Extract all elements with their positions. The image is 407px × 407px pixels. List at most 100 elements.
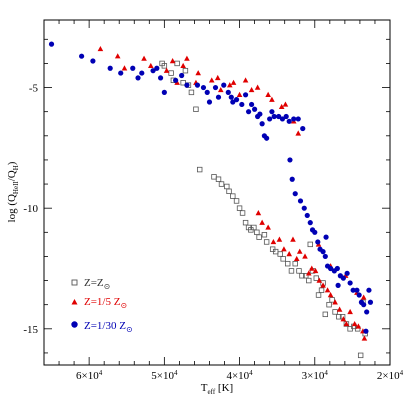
svg-text:Z=1/5 Z⊙: Z=1/5 Z⊙ <box>84 296 127 310</box>
data-point-circle <box>327 265 334 272</box>
data-point-circle <box>354 287 360 293</box>
data-point-circle <box>340 275 346 281</box>
y-axis-title: log (QHeII/QH) <box>6 161 20 222</box>
data-point-square <box>261 232 268 238</box>
data-point-circle <box>233 97 240 103</box>
data-point-circle <box>161 89 167 95</box>
data-point-circle <box>130 65 136 71</box>
data-point-circle <box>350 287 356 293</box>
data-point-triangle <box>163 67 170 73</box>
y-tick-label: -5 <box>29 83 39 95</box>
svg-text:Z=1/30 Z⊙: Z=1/30 Z⊙ <box>84 320 133 334</box>
data-point-square <box>161 63 168 69</box>
svg-text:Z=Z⊙: Z=Z⊙ <box>84 277 110 291</box>
data-point-triangle <box>295 130 302 136</box>
data-point-triangle <box>141 55 147 61</box>
data-point-circle <box>335 282 341 288</box>
data-point-triangle <box>355 323 362 329</box>
data-point-triangle <box>332 299 338 305</box>
open-square-marker <box>71 279 78 286</box>
data-point-circle <box>212 84 219 91</box>
data-point-triangle <box>248 86 255 93</box>
data-point-circle <box>135 75 141 81</box>
data-point-triangle <box>217 86 224 93</box>
data-point-circle <box>225 89 231 95</box>
data-point-circle <box>252 106 258 112</box>
legend-item-one-thirtieth-solar: Z=1/30 Z⊙ <box>71 320 133 334</box>
data-point-square <box>193 106 199 112</box>
data-point-triangle <box>208 77 215 83</box>
legend-item-one-fifth-solar: Z=1/5 Z⊙ <box>71 296 127 310</box>
data-point-square <box>332 309 338 315</box>
x-tick-label: 4×104 <box>226 369 253 382</box>
data-point-square <box>292 260 298 267</box>
data-point-circle <box>118 70 124 76</box>
data-point-triangle <box>195 70 201 76</box>
y-tick-labels: -5 -10 -15 <box>23 83 38 336</box>
data-point-triangle <box>296 248 303 254</box>
x-tick-labels: 6×104 5×104 4×104 3×104 2×104 <box>76 369 404 382</box>
data-point-triangle <box>336 306 343 312</box>
sun-symbol-icon: ⊙ <box>126 325 133 334</box>
data-point-triangle <box>180 62 186 69</box>
x-tick-label: 2×104 <box>377 369 404 382</box>
data-point-circle <box>179 72 185 79</box>
data-point-square <box>215 176 222 182</box>
data-point-square <box>315 292 322 298</box>
legend-label-solar: Z=Z <box>84 277 104 289</box>
data-point-triangle <box>255 210 262 216</box>
data-point-circle <box>322 253 328 260</box>
data-point-triangle <box>351 320 358 327</box>
sun-symbol-icon: ⊙ <box>120 301 127 310</box>
data-point-circle <box>200 84 207 91</box>
data-point-circle <box>269 109 275 115</box>
data-point-square <box>256 234 262 240</box>
series-1 <box>159 60 368 359</box>
data-point-triangle <box>320 282 326 288</box>
data-point-circle <box>283 113 289 120</box>
data-point-triangle <box>293 255 300 262</box>
data-point-square <box>251 224 257 231</box>
data-point-triangle <box>278 103 285 110</box>
data-point-triangle <box>270 238 277 245</box>
data-point-square <box>306 277 312 284</box>
data-point-square <box>307 241 313 248</box>
data-point-square <box>357 352 364 359</box>
data-point-circle <box>361 302 367 308</box>
axis-ticks <box>44 20 391 365</box>
legend-item-solar: Z=Z⊙ <box>71 277 110 291</box>
data-point-triangle <box>361 335 368 341</box>
data-point-triangle <box>121 65 128 71</box>
data-point-square <box>226 188 232 194</box>
data-point-circle <box>245 109 252 115</box>
x-axis-title: Teff [K] <box>201 382 233 396</box>
data-point-circle <box>90 58 96 64</box>
data-point-triangle <box>114 53 121 59</box>
data-point-circle <box>334 265 340 272</box>
data-point-square <box>242 219 249 226</box>
data-point-circle <box>315 239 321 245</box>
series-3 <box>48 41 374 334</box>
y-tick-label: -15 <box>23 324 38 336</box>
data-point-triangle <box>281 246 287 252</box>
data-point-circle <box>295 116 301 122</box>
data-point-triangle <box>308 265 315 271</box>
series-2 <box>97 45 368 341</box>
data-point-circle <box>344 270 350 276</box>
data-point-triangle <box>226 82 233 88</box>
data-point-triangle <box>265 224 271 230</box>
x-tick-label: 3×104 <box>302 369 329 382</box>
data-point-circle <box>367 299 374 305</box>
data-point-triangle <box>230 79 237 85</box>
data-point-triangle <box>242 77 249 83</box>
data-point-square <box>211 174 217 180</box>
data-point-circle <box>264 135 270 141</box>
data-point-triangle <box>324 287 331 293</box>
data-point-triangle <box>312 267 319 274</box>
x-tick-label: 6×104 <box>76 369 103 382</box>
data-point-triangle <box>327 292 334 298</box>
data-point-circle <box>249 101 255 108</box>
data-point-circle <box>48 41 55 47</box>
legend: Z=Z⊙ Z=1/5 Z⊙ Z=1/30 Z⊙ <box>71 277 133 334</box>
data-point-square <box>336 314 342 320</box>
